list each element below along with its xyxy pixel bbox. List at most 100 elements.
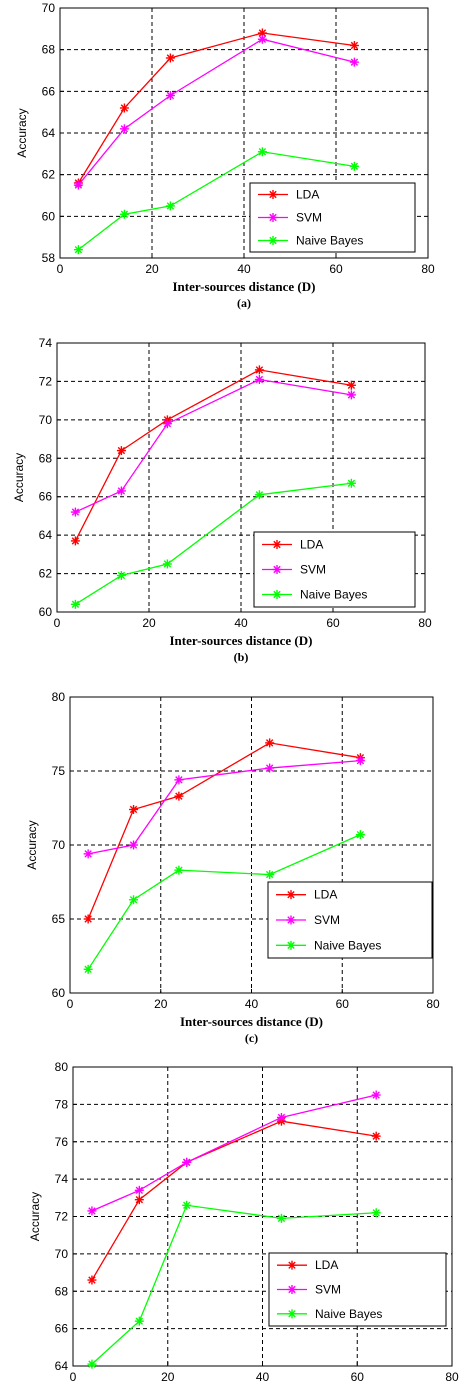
data-point [174, 865, 184, 875]
data-point [174, 791, 184, 801]
legend: LDA SVM Naive Bayes [253, 531, 416, 608]
legend-label: Naive Bayes [296, 234, 363, 248]
data-point [355, 830, 365, 840]
x-tick-label: 40 [234, 616, 248, 630]
y-tick-label: 74 [39, 336, 53, 350]
legend-label: LDA [314, 888, 337, 902]
x-tick-label: 40 [245, 997, 259, 1011]
x-tick-label: 20 [145, 262, 159, 276]
x-axis-label: Inter-sources distance (D) [173, 279, 316, 294]
legend-marker [268, 190, 278, 199]
legend-label: Naive Bayes [315, 1307, 382, 1321]
y-axis-label: Accuracy [15, 108, 29, 157]
x-tick-label: 40 [256, 1370, 270, 1384]
y-tick-label: 78 [55, 1097, 69, 1111]
y-tick-label: 68 [39, 451, 53, 465]
legend-label: LDA [296, 188, 319, 202]
data-point [70, 599, 80, 609]
y-tick-label: 64 [42, 126, 56, 140]
x-tick-label: 0 [67, 997, 74, 1011]
legend-marker [286, 915, 296, 925]
x-tick-label: 60 [351, 1370, 365, 1384]
data-point [371, 1208, 381, 1218]
legend-marker [268, 236, 278, 245]
y-tick-label: 64 [55, 1359, 69, 1373]
chart-panel: 0 20 40 60 80 58 60 62 64 66 68 70 Accuracy Inter-sou… [15, 1, 435, 310]
legend-label: LDA [315, 1258, 338, 1272]
y-tick-label: 68 [55, 1284, 69, 1298]
data-point [116, 570, 126, 580]
data-point [349, 41, 359, 50]
data-point [346, 478, 356, 488]
x-axis-label: Inter-sources distance (D) [170, 633, 313, 648]
data-point [165, 91, 175, 100]
x-tick-label: 80 [418, 616, 432, 630]
legend-label: SVM [314, 913, 340, 927]
legend-label: SVM [300, 563, 326, 577]
data-point [70, 536, 80, 546]
x-tick-label: 80 [445, 1370, 459, 1384]
legend-marker [287, 1285, 297, 1294]
data-point [346, 380, 356, 390]
data-point [254, 490, 264, 500]
x-tick-label: 80 [421, 262, 435, 276]
data-point [129, 804, 139, 814]
data-point [87, 1359, 97, 1369]
y-axis-label: Accuracy [12, 453, 26, 502]
data-point [87, 1275, 97, 1285]
y-tick-label: 60 [52, 986, 66, 1000]
x-tick-label: 0 [70, 1370, 77, 1384]
x-tick-label: 0 [57, 262, 64, 276]
y-tick-label: 70 [55, 1247, 69, 1261]
data-point [346, 390, 356, 400]
x-tick-label: 60 [329, 262, 343, 276]
x-tick-label: 20 [142, 616, 156, 630]
legend-label: Naive Bayes [300, 588, 367, 602]
legend-marker [268, 213, 278, 222]
y-tick-label: 74 [55, 1172, 69, 1186]
data-point [134, 1316, 144, 1326]
data-point [349, 161, 359, 171]
legend-label: Naive Bayes [314, 938, 381, 952]
data-point [70, 507, 80, 517]
x-tick-label: 40 [237, 262, 251, 276]
y-tick-label: 62 [39, 567, 53, 581]
data-point [371, 1131, 381, 1141]
y-tick-label: 80 [52, 690, 66, 704]
y-tick-label: 65 [52, 912, 66, 926]
legend: LDA SVM Naive Bayes [267, 881, 433, 959]
y-tick-label: 58 [42, 251, 56, 265]
chart-panel: 0 20 40 60 80 60 62 64 66 68 70 72 74 Accuracy Inter-s… [12, 336, 432, 664]
legend-label: SVM [296, 211, 322, 225]
data-point [276, 1213, 286, 1223]
data-point [265, 738, 275, 748]
data-point [257, 28, 267, 38]
legend-marker [287, 1260, 297, 1270]
panel-caption: (c) [245, 1031, 258, 1045]
legend-label: LDA [300, 538, 323, 552]
data-point [265, 763, 275, 773]
x-tick-label: 20 [154, 997, 168, 1011]
data-point [162, 559, 172, 569]
y-tick-label: 72 [39, 374, 53, 388]
chart-panel: 020406080646668707274767880AccuracyInter… [28, 1060, 459, 1384]
y-tick-label: 60 [42, 209, 56, 223]
data-point [73, 245, 83, 255]
x-tick-label: 0 [54, 616, 61, 630]
x-tick-label: 60 [326, 616, 340, 630]
data-point [119, 124, 129, 134]
chart-panel: 0 20 40 60 80 60 65 70 75 80 Accuracy Inter-sources… [25, 690, 440, 1045]
y-axis-label: Accuracy [28, 1192, 42, 1241]
data-point [165, 201, 175, 211]
data-point [349, 57, 359, 67]
y-tick-label: 66 [42, 84, 56, 98]
data-point [129, 840, 139, 850]
data-point [254, 375, 264, 385]
data-point [276, 1112, 286, 1122]
data-point [162, 419, 172, 429]
legend-marker [286, 890, 296, 900]
y-tick-label: 64 [39, 528, 53, 542]
legend-label: SVM [315, 1283, 341, 1297]
y-tick-label: 66 [39, 490, 53, 504]
